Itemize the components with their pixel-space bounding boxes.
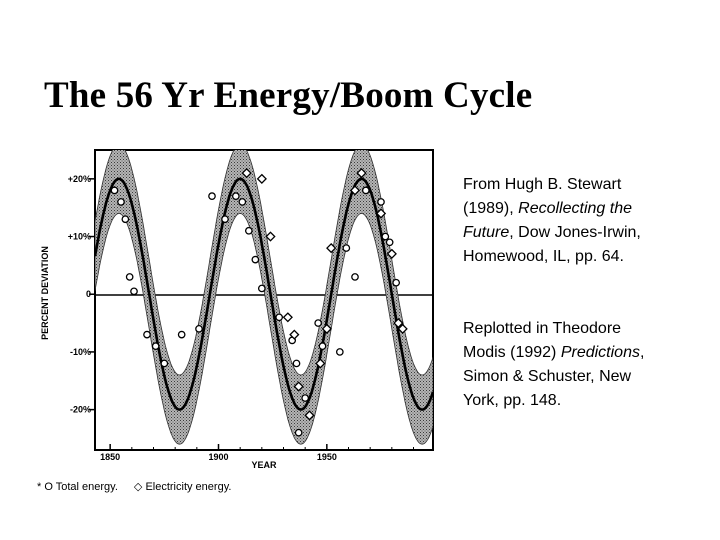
slide-title: The 56 Yr Energy/Boom Cycle — [44, 75, 533, 116]
total-energy-point — [143, 330, 151, 339]
total-energy-point — [238, 198, 247, 206]
y-tick-label: +10% — [68, 232, 91, 242]
citation-line: Replotted in Theodore — [463, 320, 622, 337]
total-energy-point — [251, 255, 260, 264]
legend-electricity-energy: ◇ Electricity energy. — [133, 481, 232, 493]
electricity-energy-point — [349, 185, 361, 196]
y-axis-label: PERCENT DEVIATION — [40, 246, 50, 340]
electricity-energy-point — [265, 231, 276, 242]
total-energy-point — [392, 278, 401, 287]
y-axis: +20% +10% 0 -10% -20% — [68, 174, 95, 415]
electricity-energy-point — [375, 208, 387, 219]
total-energy-point — [221, 215, 229, 224]
citation-line: From Hugh B. Stewart — [463, 176, 622, 193]
electricity-energy-point — [321, 323, 332, 334]
electricity-energy-point — [241, 167, 252, 179]
total-energy-point — [361, 186, 370, 195]
x-axis: 1850 1900 1950 — [100, 444, 414, 462]
electricity-energy-point — [293, 381, 304, 392]
electricity-energy-point — [282, 312, 293, 323]
total-energy-point — [125, 273, 134, 281]
total-energy-point — [385, 238, 394, 247]
y-tick-label: 0 — [86, 289, 91, 299]
total-energy-point — [160, 359, 169, 368]
y-tick-label: -20% — [70, 405, 91, 415]
y-tick-label: -10% — [70, 347, 91, 357]
total-energy-point — [301, 394, 310, 402]
total-energy-point — [177, 330, 186, 339]
replot-citation: Replotted in Theodore Modis (1992) Predi… — [463, 317, 708, 413]
electricity-energy-point — [386, 248, 397, 259]
total-energy-point — [195, 324, 203, 333]
legend-total-energy: * O Total energy. — [37, 481, 118, 493]
citation-line: York, pp. 148. — [463, 392, 562, 409]
total-energy-point — [294, 428, 303, 437]
plot-frame — [94, 149, 434, 451]
total-energy-point — [117, 198, 125, 206]
electricity-energy-point — [256, 173, 267, 184]
total-energy-point — [318, 342, 327, 351]
total-energy-point — [381, 232, 390, 241]
x-tick-label: 1950 — [317, 452, 337, 462]
x-tick-label: 1850 — [100, 452, 120, 462]
x-axis-label: YEAR — [251, 460, 277, 470]
citation-line: Homewood, IL, pp. 64. — [463, 248, 624, 265]
data-points — [110, 167, 408, 437]
total-energy-point — [121, 215, 130, 224]
y-tick-label: +20% — [68, 174, 91, 184]
total-energy-point — [335, 348, 344, 356]
total-energy-point — [314, 319, 323, 327]
total-energy-point — [275, 313, 284, 322]
electricity-energy-point — [356, 167, 367, 179]
total-energy-point — [151, 342, 160, 351]
electricity-energy-point — [393, 317, 404, 329]
energy-cycle-chart: +20% +10% 0 -10% -20% 1850 1900 1950 PERCENT D… — [40, 149, 434, 470]
total-energy-point — [231, 192, 240, 201]
citation-line: Modis (1992) Predictions, — [463, 344, 645, 361]
total-energy-point — [130, 287, 138, 296]
citation-line: Future, Dow Jones-Irwin, — [463, 224, 641, 241]
electricity-energy-point — [304, 410, 315, 421]
citation-line: Simon & Schuster, New — [463, 368, 632, 385]
total-energy-point — [351, 273, 359, 281]
book-title: Future — [463, 224, 510, 241]
x-tick-label: 1900 — [208, 452, 228, 462]
book-title: Predictions — [560, 344, 640, 361]
total-energy-point — [292, 359, 301, 368]
fit-curve — [95, 177, 433, 411]
source-citation: From Hugh B. Stewart (1989), Recollectin… — [463, 173, 708, 269]
total-energy-point — [244, 226, 253, 235]
fit-band — [95, 150, 433, 445]
plot-area: +20% +10% 0 -10% -20% 1850 1900 1950 — [68, 149, 434, 462]
chart-legend: * O Total energy. ◇ Electricity energy. — [37, 480, 231, 493]
total-energy-point — [377, 198, 385, 206]
citation-line: (1989), Recollecting the — [463, 200, 632, 217]
total-energy-point — [257, 284, 266, 293]
electricity-energy-point — [289, 329, 300, 340]
total-energy-point — [342, 244, 351, 252]
total-energy-point — [208, 192, 216, 201]
book-title: Recollecting the — [518, 200, 632, 217]
electricity-energy-point — [397, 323, 408, 334]
electricity-energy-point — [315, 358, 326, 369]
electricity-energy-point — [326, 242, 337, 254]
total-energy-point — [110, 186, 119, 195]
